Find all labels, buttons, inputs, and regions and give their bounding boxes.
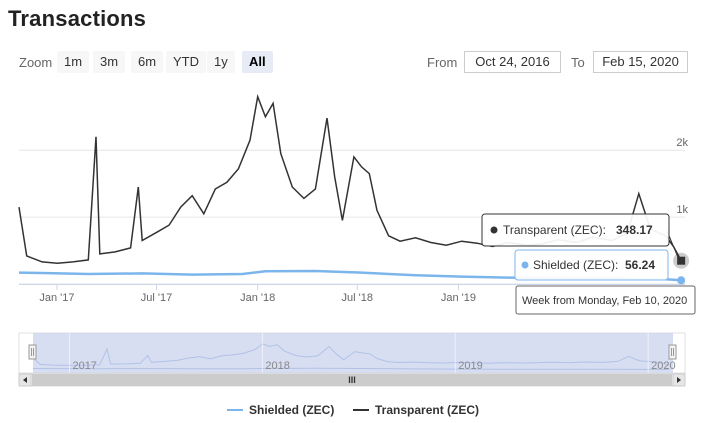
tooltip-shielded-value: 56.24 — [625, 258, 655, 272]
y-tick-label: 2k — [676, 137, 688, 149]
navigator-year-label: 2017 — [72, 360, 96, 372]
shielded-marker-icon — [521, 261, 529, 269]
transparent-marker-icon — [490, 226, 498, 234]
arrow-left-icon — [23, 377, 27, 383]
navigator-year-label: 2018 — [265, 360, 289, 372]
legend-item-transparent[interactable]: Transparent (ZEC) — [353, 403, 479, 417]
legend: Shielded (ZEC) Transparent (ZEC) — [0, 401, 710, 419]
x-tick-label: Jul '18 — [341, 292, 372, 304]
navigator-year-label: 2020 — [651, 360, 675, 372]
shielded-line-icon — [227, 408, 243, 411]
navigator[interactable]: 2017 2018 2019 2020 — [18, 332, 686, 374]
legend-item-shielded[interactable]: Shielded (ZEC) — [227, 403, 334, 417]
scrollbar[interactable]: III — [18, 373, 686, 387]
from-date-input[interactable]: Oct 24, 2016 — [464, 51, 561, 73]
navigator-selection[interactable] — [33, 333, 673, 373]
axis-labels: 1k 2k Jan '17 Jul '17 Jan '18 Jul '18 Jan '19 — [19, 137, 688, 304]
legend-label-transparent: Transparent (ZEC) — [375, 403, 480, 417]
shielded-tooltip: Shielded (ZEC): 56.24 — [514, 249, 669, 281]
hover-markers — [666, 230, 690, 285]
from-label: From — [427, 55, 458, 70]
page-title: Transactions — [8, 6, 147, 31]
arrow-right-icon — [677, 377, 681, 383]
tooltips: Transparent (ZEC): 348.17 Shielded (ZEC)… — [481, 213, 696, 315]
zoom-1y-button[interactable]: 1y — [207, 51, 235, 73]
zoom-ytd-button[interactable]: YTD — [166, 51, 206, 73]
to-label: To — [571, 55, 585, 70]
legend-label-shielded: Shielded (ZEC) — [249, 403, 335, 417]
navigator-year-labels: 2017 2018 2019 2020 — [68, 333, 676, 373]
zoom-all-button[interactable]: All — [242, 51, 273, 73]
navigator-year-label: 2019 — [458, 360, 482, 372]
zoom-1m-button[interactable]: 1m — [57, 51, 90, 73]
scrollbar-grip: III — [348, 375, 356, 385]
navigator-left-handle[interactable] — [28, 344, 37, 360]
x-tick-label: Jan '19 — [441, 292, 476, 304]
transparent-line-icon — [353, 408, 369, 411]
tooltip-date: Week from Monday, Feb 10, 2020 — [522, 295, 687, 307]
x-tick-label: Jul '17 — [141, 292, 172, 304]
transparent-hover-point — [677, 256, 686, 265]
transparent-tooltip: Transparent (ZEC): 348.17 — [481, 213, 670, 247]
navigator-right-handle[interactable] — [668, 344, 677, 360]
scrollbar-thumb[interactable] — [32, 374, 672, 386]
range-selector: Zoom 1m 3m 6m YTD 1y All From Oct 24, 20… — [0, 50, 710, 76]
tooltip-transparent-value: 348.17 — [616, 223, 653, 237]
zoom-3m-button[interactable]: 3m — [93, 51, 126, 73]
x-tick-label: Jan '18 — [240, 292, 275, 304]
zoom-label: Zoom — [19, 55, 53, 70]
to-date-input[interactable]: Feb 15, 2020 — [593, 51, 688, 73]
date-tooltip: Week from Monday, Feb 10, 2020 — [515, 285, 696, 315]
shielded-hover-point — [677, 276, 686, 285]
y-tick-label: 1k — [676, 204, 688, 216]
tooltip-shielded-label: Shielded (ZEC): — [533, 258, 618, 272]
x-tick-label: Jan '17 — [39, 292, 74, 304]
zoom-6m-button[interactable]: 6m — [131, 51, 164, 73]
tooltip-transparent-label: Transparent (ZEC): — [503, 223, 606, 237]
